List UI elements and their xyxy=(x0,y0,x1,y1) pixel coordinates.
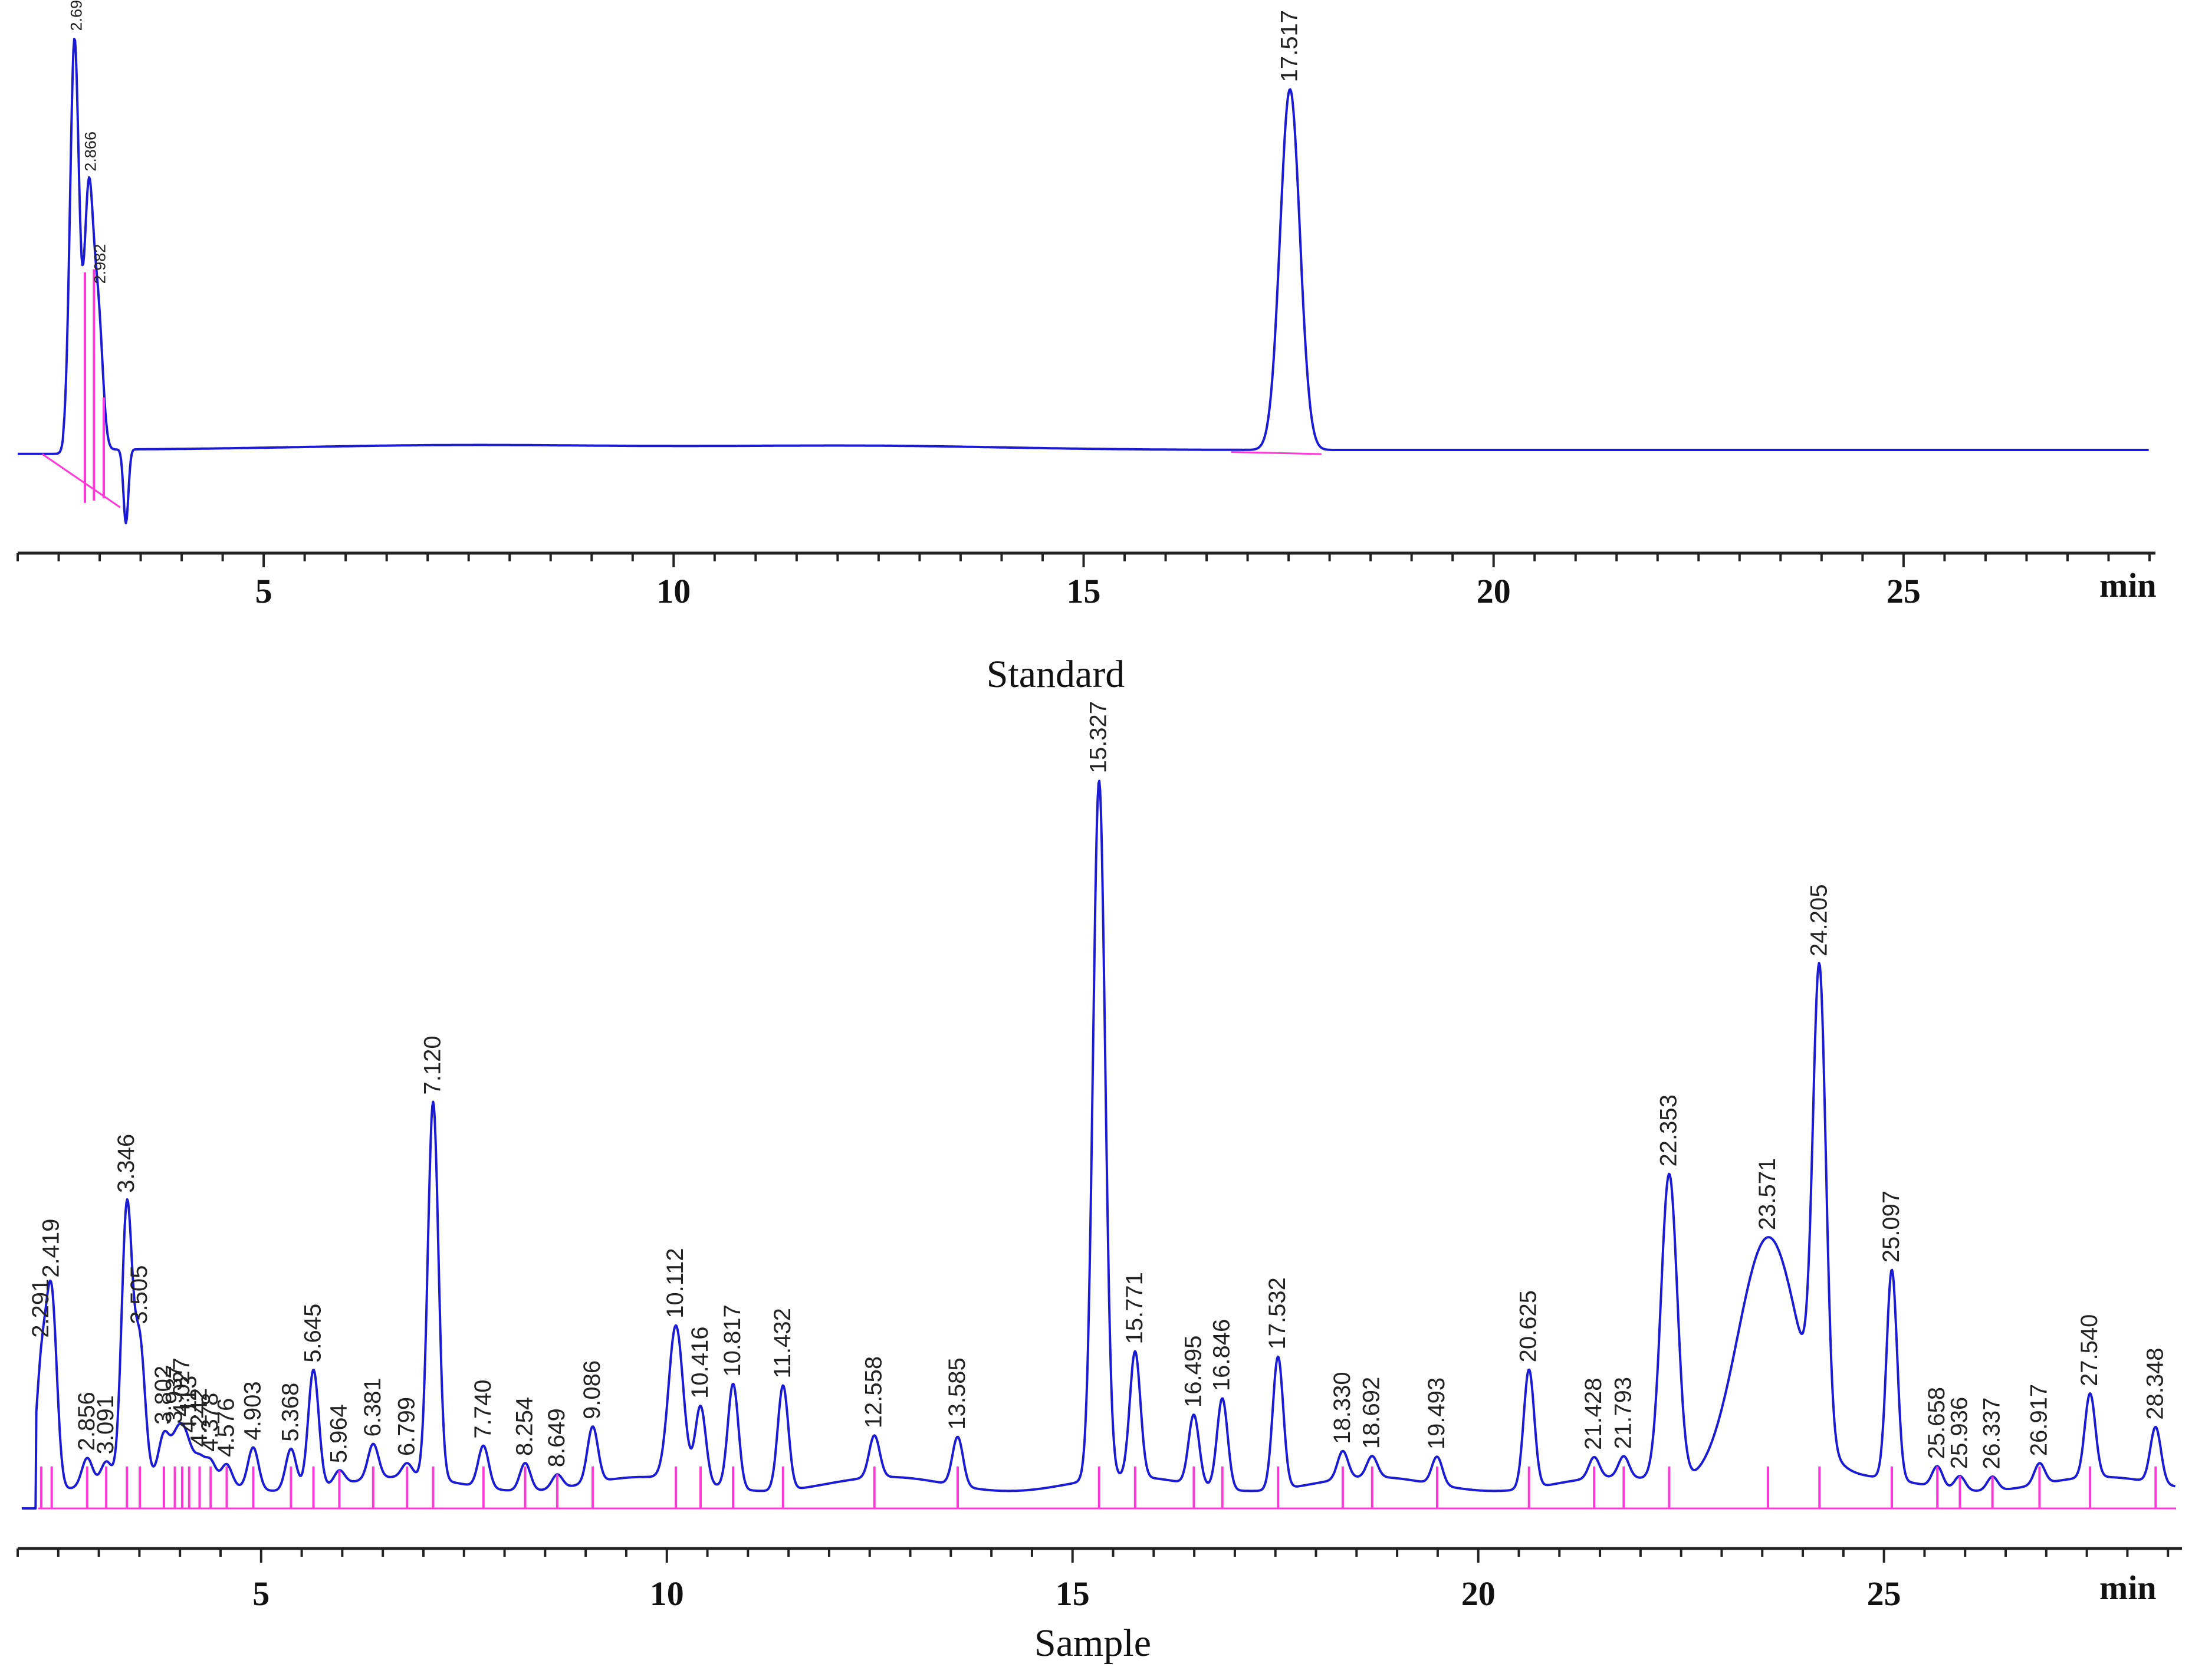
peak-label: 26.337 xyxy=(1979,1398,2005,1469)
panel-caption: Standard xyxy=(987,653,1125,696)
peak-label: 28.348 xyxy=(2142,1347,2168,1419)
peak-label: 3.802 xyxy=(150,1366,176,1425)
peak-label: 4.113 xyxy=(176,1376,202,1433)
peak-label: 17.517 xyxy=(1277,10,1303,82)
peak-label: 13.585 xyxy=(944,1357,970,1429)
x-tick-label: 10 xyxy=(650,1574,684,1613)
x-axis-unit: min xyxy=(2099,1569,2157,1607)
peak-label: 10.817 xyxy=(719,1304,745,1376)
peak-label: 24.205 xyxy=(1806,885,1832,956)
peak-label: 7.740 xyxy=(470,1379,496,1438)
peak-label: 18.692 xyxy=(1359,1377,1385,1449)
peak-label: 15.771 xyxy=(1122,1272,1148,1344)
peak-label: 2.856 xyxy=(74,1392,100,1451)
x-axis-unit: min xyxy=(2099,566,2157,604)
peak-label: 4.242 xyxy=(186,1388,212,1447)
x-tick-label: 10 xyxy=(656,572,691,610)
peak-label: 15.327 xyxy=(1086,701,1112,773)
integration-baseline xyxy=(1231,451,1322,455)
x-tick-label: 5 xyxy=(255,572,272,610)
peak-label: 3.346 xyxy=(113,1134,139,1193)
peak-label: 11.432 xyxy=(770,1308,796,1378)
peak-label: 21.793 xyxy=(1610,1377,1636,1449)
peak-label: 4.903 xyxy=(239,1381,265,1440)
peak-label: 17.532 xyxy=(1264,1277,1290,1349)
peak-label: 3.091 xyxy=(93,1395,119,1454)
x-tick-label: 5 xyxy=(252,1574,270,1613)
peak-label: 10.112 xyxy=(662,1248,688,1318)
peak-label: 27.540 xyxy=(2076,1314,2102,1386)
peak-label: 2.291 xyxy=(28,1279,54,1338)
peak-label: 7.120 xyxy=(420,1035,446,1094)
peak-label: 5.964 xyxy=(326,1404,351,1463)
peak-label: 8.254 xyxy=(512,1397,538,1456)
x-tick-label: 15 xyxy=(1067,572,1101,610)
peak-label: 18.330 xyxy=(1329,1372,1355,1444)
x-tick-label: 20 xyxy=(1461,1574,1496,1613)
signal-trace xyxy=(21,780,2176,1510)
peak-label: 16.846 xyxy=(1209,1319,1235,1391)
peak-label: 12.558 xyxy=(861,1356,887,1428)
peak-label: 3.937 xyxy=(162,1365,188,1423)
peak-label: 19.493 xyxy=(1424,1377,1450,1449)
signal-trace xyxy=(17,38,2150,525)
peak-label: 6.381 xyxy=(360,1377,386,1436)
peak-label: 20.625 xyxy=(1516,1290,1542,1362)
x-tick-label: 20 xyxy=(1477,572,1511,610)
x-tick-label: 25 xyxy=(1887,572,1921,610)
x-tick-label: 15 xyxy=(1056,1574,1090,1613)
peak-label: 2.693 xyxy=(67,0,85,31)
peak-label: 5.368 xyxy=(277,1383,303,1442)
peak-label: 25.936 xyxy=(1946,1397,1972,1469)
peak-label: 2.866 xyxy=(81,131,99,172)
peak-label: 23.571 xyxy=(1754,1158,1780,1230)
standard-chromatogram: 2.693 2.866 2.982 17.517 5 10 15 20 25 min Standar… xyxy=(17,0,2157,696)
peak-label: 6.799 xyxy=(393,1397,419,1456)
peak-label: 9.086 xyxy=(579,1360,605,1419)
peak-label: 22.353 xyxy=(1656,1094,1682,1166)
peak-label: 4.378 xyxy=(197,1393,223,1452)
peak-label: 25.097 xyxy=(1878,1191,1904,1263)
peak-label: 3.505 xyxy=(126,1265,152,1324)
peak-label: 26.917 xyxy=(2026,1384,2052,1456)
peak-label: 25.658 xyxy=(1924,1387,1950,1459)
peak-label: 16.495 xyxy=(1180,1336,1206,1408)
peak-label: 2.419 xyxy=(38,1219,64,1278)
peak-label: 21.428 xyxy=(1580,1378,1606,1450)
x-tick-label: 25 xyxy=(1867,1574,1901,1613)
peak-label: 8.649 xyxy=(544,1408,570,1467)
peak-label: 4.576 xyxy=(213,1398,239,1457)
peak-label: 10.416 xyxy=(687,1327,713,1399)
peak-label: 5.645 xyxy=(300,1304,326,1363)
peak-label: 2.982 xyxy=(91,244,109,284)
integration-baseline xyxy=(41,453,121,508)
panel-caption: Sample xyxy=(1034,1622,1151,1665)
peak-label: 4.027 xyxy=(169,1357,195,1416)
